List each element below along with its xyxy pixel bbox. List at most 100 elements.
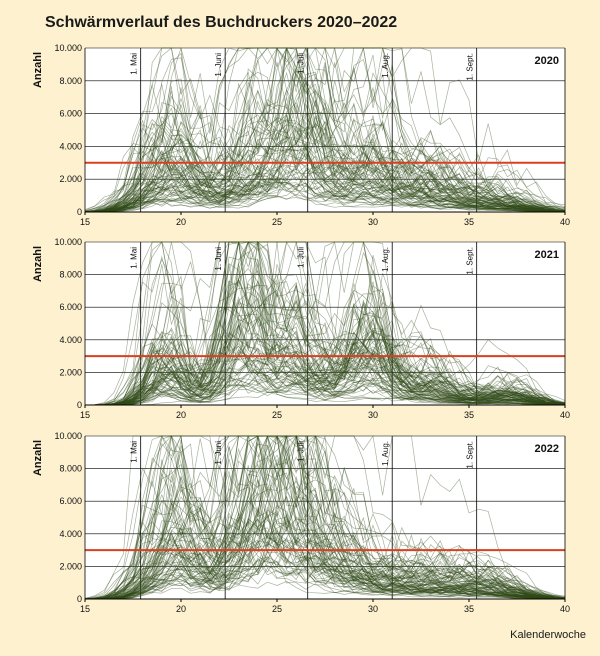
series-line xyxy=(84,104,566,213)
series-line xyxy=(85,377,566,406)
x-tick-label: 20 xyxy=(176,217,186,227)
series-line xyxy=(85,331,566,406)
year-label-box xyxy=(525,52,561,68)
y-tick-label: 8.000 xyxy=(59,270,82,280)
plot-area xyxy=(85,48,565,212)
series-line xyxy=(85,321,566,406)
series-line xyxy=(85,104,566,213)
series-line xyxy=(84,539,566,600)
series-line xyxy=(84,88,566,213)
series-line xyxy=(84,99,566,213)
series-line xyxy=(84,435,566,599)
series-line xyxy=(84,435,566,600)
series-line xyxy=(84,62,566,213)
series-line xyxy=(84,516,566,600)
x-tick-label: 20 xyxy=(176,604,186,614)
series-line xyxy=(84,196,566,213)
series-line xyxy=(85,282,566,406)
series-line xyxy=(85,371,566,406)
series-line xyxy=(84,114,566,213)
series-line xyxy=(84,49,566,213)
panel-title: 2021 xyxy=(535,249,559,261)
series-line xyxy=(84,47,566,212)
series-line xyxy=(85,322,565,406)
series-line xyxy=(85,354,566,406)
series-line xyxy=(85,551,566,600)
series-line xyxy=(84,160,566,213)
figure-title: Schwärmverlauf des Buchdruckers 2020–202… xyxy=(45,14,398,31)
series-line xyxy=(84,435,566,599)
series-line xyxy=(84,435,565,600)
series-line xyxy=(84,352,566,406)
series-line xyxy=(85,293,566,406)
series-line xyxy=(84,52,566,213)
series-line xyxy=(85,374,565,406)
series-line xyxy=(84,154,566,213)
series-line xyxy=(85,311,566,406)
series-line xyxy=(85,240,566,406)
series-line xyxy=(85,240,566,406)
series-line xyxy=(84,47,566,213)
series-line xyxy=(84,505,566,600)
series-line xyxy=(84,435,566,600)
series-line xyxy=(85,358,566,406)
series-line xyxy=(85,370,566,406)
month-label: 1. Juli xyxy=(297,53,306,74)
series-line xyxy=(85,340,566,406)
series-line xyxy=(85,551,566,600)
plot-area xyxy=(85,242,565,405)
series-line xyxy=(84,434,566,600)
series-line xyxy=(84,194,566,213)
series-line xyxy=(84,505,566,600)
series-line xyxy=(84,89,566,213)
series-line xyxy=(85,362,565,406)
series-line xyxy=(85,380,566,406)
y-tick-label: 4.000 xyxy=(59,335,82,345)
series-line xyxy=(85,240,566,406)
y-axis-label: Anzahl xyxy=(32,246,44,282)
series-line xyxy=(84,435,566,600)
series-line xyxy=(85,241,566,406)
series-line xyxy=(84,439,566,600)
series-line xyxy=(85,263,566,406)
series-line xyxy=(84,129,566,213)
series-line xyxy=(84,241,566,406)
series-line xyxy=(85,555,566,600)
series-line xyxy=(85,527,566,600)
series-line xyxy=(84,98,566,213)
series-line xyxy=(85,486,566,600)
series-line xyxy=(84,47,566,213)
series-line xyxy=(84,435,566,600)
series-line xyxy=(85,542,566,600)
series-line xyxy=(84,151,566,213)
month-label: 1. Mai xyxy=(130,441,139,463)
series-line xyxy=(84,118,566,213)
series-line xyxy=(84,47,566,213)
series-line xyxy=(84,536,565,600)
series-line xyxy=(85,339,566,406)
series-line xyxy=(84,47,566,213)
series-line xyxy=(84,175,566,213)
series-line xyxy=(85,351,566,406)
series-line xyxy=(84,66,566,213)
panel-title: 2022 xyxy=(535,443,559,455)
series-line xyxy=(84,129,566,213)
series-line xyxy=(84,161,566,213)
series-line xyxy=(84,54,566,213)
series-line xyxy=(84,560,566,600)
series-line xyxy=(84,435,566,600)
series-line xyxy=(84,481,566,600)
series-line xyxy=(84,47,566,213)
series-line xyxy=(84,114,566,213)
series-line xyxy=(84,435,566,600)
series-line xyxy=(84,159,566,213)
x-tick-label: 25 xyxy=(272,410,282,420)
series-line xyxy=(84,435,566,600)
series-line xyxy=(85,324,566,406)
series-line xyxy=(84,240,566,406)
series-line xyxy=(84,147,566,213)
series-line xyxy=(84,532,566,600)
series-line xyxy=(84,132,566,213)
series-line xyxy=(84,137,566,213)
